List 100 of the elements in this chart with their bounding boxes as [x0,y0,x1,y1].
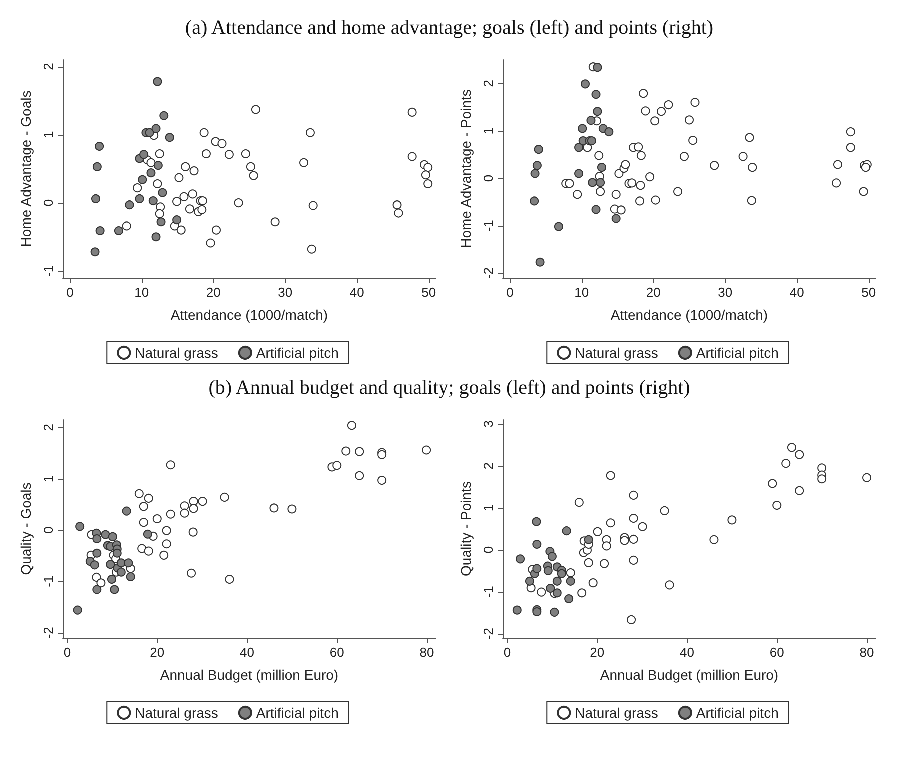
point [629,490,638,500]
point [665,580,674,590]
point [544,566,553,576]
legend-label: Artificial pitch [256,345,339,361]
point [200,128,209,138]
y-tick-label: 0 [481,174,496,182]
y-tick-label: -2 [481,267,496,280]
x-tick-label: 0 [506,285,514,300]
point [536,258,545,267]
point [392,200,402,210]
point [596,178,606,188]
y-tick-label: 2 [41,424,56,432]
point [424,179,433,188]
point [422,446,432,455]
point [249,171,258,180]
point [584,535,594,544]
y-tick-label: 1 [481,504,496,512]
point [185,204,194,214]
point [532,540,542,550]
point [332,461,342,470]
x-tick-label: 60 [770,645,784,660]
point [629,514,638,524]
y-tick-label: 2 [481,462,496,470]
point [122,222,132,231]
point [251,105,260,114]
point [833,160,842,170]
point [95,142,104,152]
point [592,205,601,214]
point [108,532,118,542]
point [578,588,587,598]
point [241,150,250,159]
point [636,181,646,190]
point [532,517,542,526]
y-tick-label: 0 [41,526,56,534]
point [96,226,105,236]
point [768,479,778,488]
point [166,510,176,519]
point [92,585,102,594]
x-tick-label: 0 [504,645,512,660]
x-tick-label: 50 [862,285,876,300]
point [73,606,82,615]
point [156,218,166,227]
point [629,534,638,544]
y-axis-title: Quality - Goals [18,482,34,576]
point [581,80,590,89]
y-tick-label: -1 [41,265,56,277]
point [573,190,582,200]
point [96,578,106,588]
point [246,162,256,172]
point [566,568,576,578]
point [154,161,163,170]
point [846,143,856,152]
point [646,172,655,182]
point [300,158,309,168]
point [604,128,614,137]
point [206,238,216,248]
point [139,502,148,512]
legend-label: Artificial pitch [696,705,779,721]
point [565,179,574,188]
point [593,527,602,536]
point [126,572,136,582]
point [600,559,610,568]
point [146,168,156,178]
x-tick-label: 0 [66,285,74,300]
point [546,584,556,594]
y-tick-label: -2 [481,628,496,640]
point [588,578,598,588]
y-tick-label: 1 [41,131,56,139]
point [636,151,646,160]
point [516,554,526,564]
point [145,128,154,138]
point [738,152,748,162]
y-axis-title: Home Advantage - Points [458,90,474,248]
x-tick-label: 10 [574,285,590,300]
point [180,508,190,518]
legend-label: Natural grass [135,705,218,721]
point [612,190,621,200]
y-tick-label: 2 [41,63,56,70]
point [680,152,689,162]
point [153,77,162,86]
point [134,489,144,498]
point [532,161,542,170]
point [225,575,234,584]
chart-title: (a) Attendance and home advantage; goals (left) and points (right) [184,16,715,41]
point [639,89,648,98]
point [92,194,100,204]
point [110,585,120,594]
point [224,150,234,160]
point [748,163,758,172]
point [710,161,720,170]
point [594,151,604,160]
y-tick-label: -1 [41,576,56,588]
point [620,536,630,546]
point [140,150,149,160]
point [641,106,650,116]
point [288,504,297,514]
point [144,546,154,556]
point [597,163,606,172]
point [532,608,542,617]
x-tick-label: 40 [680,645,694,660]
